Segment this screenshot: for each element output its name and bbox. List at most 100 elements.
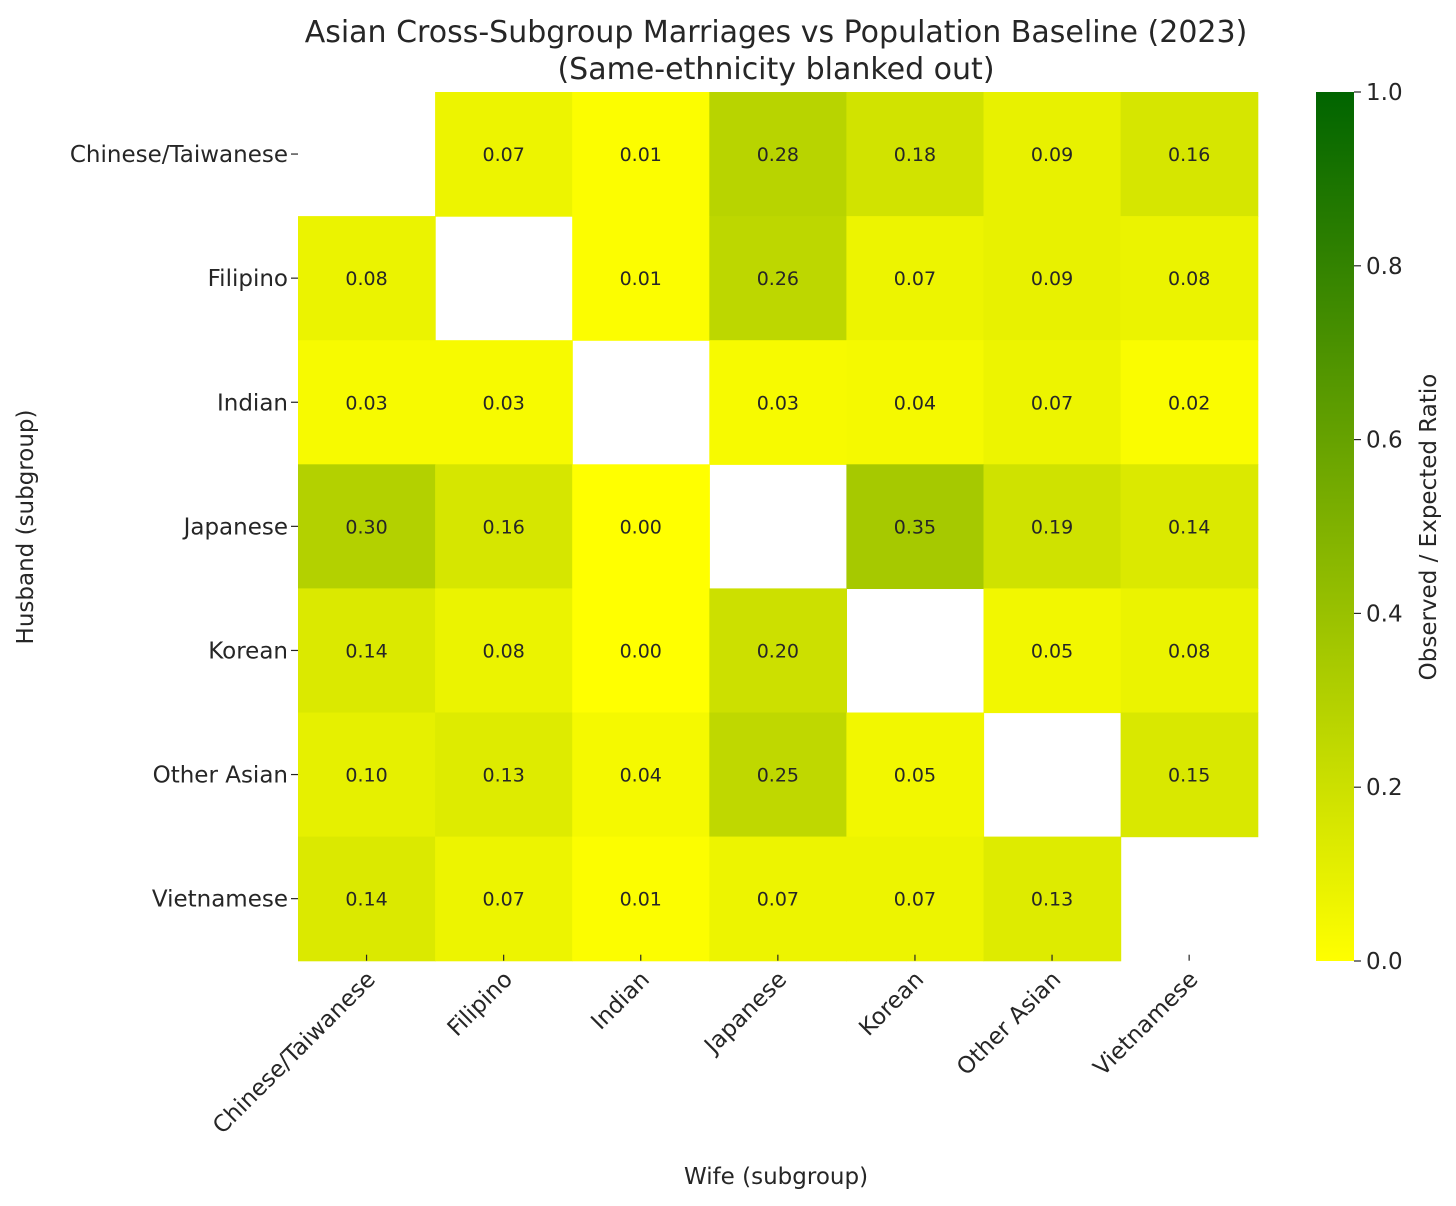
heatmap-cell (298, 836, 436, 962)
heatmap-cell (846, 836, 985, 962)
colorbar-ticks: 0.0 0.2 0.4 0.6 0.8 1.0 (1354, 80, 1403, 975)
heatmap-cell (435, 340, 573, 465)
y-axis-ticks: Chinese/Taiwanese Filipino Indian Japanese K… (70, 142, 298, 913)
cell-value-label: 0.04 (620, 765, 662, 787)
heatmap-cell (983, 464, 1122, 589)
y-tick-label: Japanese (182, 514, 288, 540)
heatmap-cell (709, 92, 847, 217)
cell-value-label: 0.01 (620, 144, 662, 166)
heatmap-cell (572, 836, 710, 962)
chart-subtitle: (Same-ethnicity blanked out) (557, 52, 994, 87)
cell-value-label: 0.01 (620, 268, 662, 290)
cell-value-label: 0.07 (757, 889, 799, 911)
x-tick-label: Vietnamese (1089, 967, 1204, 1082)
cell-value-label: 0.03 (757, 392, 799, 414)
colorbar-tick-label: 1.0 (1366, 80, 1403, 106)
x-tick-label: Indian (586, 967, 655, 1036)
cell-value-label: 0.04 (894, 392, 936, 414)
cell-value-label: 0.00 (620, 640, 662, 662)
heatmap-cell (983, 340, 1122, 465)
cell-value-label: 0.07 (482, 889, 524, 911)
cell-value-label: 0.30 (345, 516, 387, 538)
heatmap-cell (298, 588, 436, 714)
heatmap-cell (846, 216, 985, 341)
cell-value-label: 0.08 (482, 640, 524, 662)
heatmap-cell (572, 588, 710, 714)
heatmap-cell (709, 216, 847, 341)
heatmap-cell (709, 340, 847, 465)
cell-value-label: 0.14 (345, 640, 387, 662)
heatmap-cell (1120, 712, 1259, 838)
cell-value-label: 0.15 (1168, 765, 1210, 787)
cell-value-label: 0.25 (757, 765, 799, 787)
heatmap-cell (1120, 464, 1259, 589)
heatmap-cell (983, 216, 1122, 341)
cell-value-label: 0.20 (757, 640, 799, 662)
colorbar-label: Observed / Expected Ratio (1416, 374, 1442, 681)
colorbar-tick-label: 0.8 (1366, 254, 1403, 280)
colorbar-tick-label: 0.0 (1366, 949, 1403, 975)
cell-value-label: 0.28 (757, 144, 799, 166)
heatmap-cell (572, 216, 710, 341)
heatmap-cell (1120, 216, 1259, 341)
heatmap-cell (435, 92, 573, 217)
heatmap-cell (572, 464, 710, 589)
heatmap-cell (846, 92, 985, 217)
cell-value-label: 0.03 (345, 392, 387, 414)
cell-value-label: 0.07 (894, 268, 936, 290)
colorbar-tick-label: 0.4 (1366, 601, 1403, 627)
cell-value-label: 0.18 (894, 144, 936, 166)
cell-value-label: 0.05 (894, 765, 936, 787)
heatmap-cell (435, 588, 573, 714)
cell-value-label: 0.07 (894, 889, 936, 911)
cell-value-label: 0.03 (482, 392, 524, 414)
heatmap-cell (846, 464, 985, 589)
heatmap-cell (709, 712, 847, 838)
cell-value-label: 0.13 (1031, 889, 1073, 911)
x-tick-label: Other Asian (952, 967, 1066, 1081)
colorbar (1316, 92, 1354, 961)
cell-value-label: 0.13 (482, 765, 524, 787)
heatmap-cell (709, 588, 847, 714)
heatmap-cell (983, 588, 1122, 714)
heatmap-cell (435, 712, 573, 838)
cell-value-label: 0.35 (894, 516, 936, 538)
cell-value-label: 0.08 (1168, 268, 1210, 290)
x-tick-label: Filipino (443, 967, 518, 1042)
heatmap-cell (846, 340, 985, 465)
colorbar-tick-label: 0.6 (1366, 428, 1403, 454)
y-tick-label: Korean (208, 638, 288, 664)
cell-value-label: 0.16 (1168, 144, 1210, 166)
cell-value-label: 0.02 (1168, 392, 1210, 414)
cell-value-label: 0.05 (1031, 640, 1073, 662)
x-tick-label: Japanese (698, 967, 792, 1061)
chart-title: Asian Cross-Subgroup Marriages vs Popula… (305, 15, 1248, 50)
heatmap-cell (709, 836, 847, 962)
cell-value-label: 0.19 (1031, 516, 1073, 538)
heatmap-cell (435, 464, 573, 589)
cell-value-label: 0.08 (345, 268, 387, 290)
cell-value-label: 0.26 (757, 268, 799, 290)
heatmap-cell (435, 836, 573, 962)
heatmap-cell-labels: 0.07 0.01 0.28 0.18 0.09 0.16 0.08 0.01 0.26 0.07… (345, 144, 1210, 911)
heatmap-cell (298, 340, 436, 465)
cell-value-label: 0.08 (1168, 640, 1210, 662)
y-tick-label: Indian (217, 390, 288, 416)
heatmap-cell (1120, 588, 1259, 714)
heatmap-cell (572, 712, 710, 838)
cell-value-label: 0.14 (1168, 516, 1210, 538)
heatmap-cell (572, 92, 710, 217)
cell-value-label: 0.07 (1031, 392, 1073, 414)
y-tick-label: Vietnamese (152, 887, 288, 913)
x-axis-ticks: Chinese/Taiwanese Filipino Indian Japanese K… (208, 954, 1204, 1139)
y-tick-label: Chinese/Taiwanese (70, 142, 288, 168)
y-axis-label: Husband (subgroup) (13, 410, 39, 645)
cell-value-label: 0.10 (345, 765, 387, 787)
cell-value-label: 0.01 (620, 889, 662, 911)
x-axis-label: Wife (subgroup) (684, 1164, 868, 1190)
cell-value-label: 0.00 (620, 516, 662, 538)
y-tick-label: Filipino (208, 266, 288, 292)
x-tick-label: Korean (854, 967, 929, 1042)
heatmap-cell (298, 464, 436, 589)
cell-value-label: 0.07 (482, 144, 524, 166)
